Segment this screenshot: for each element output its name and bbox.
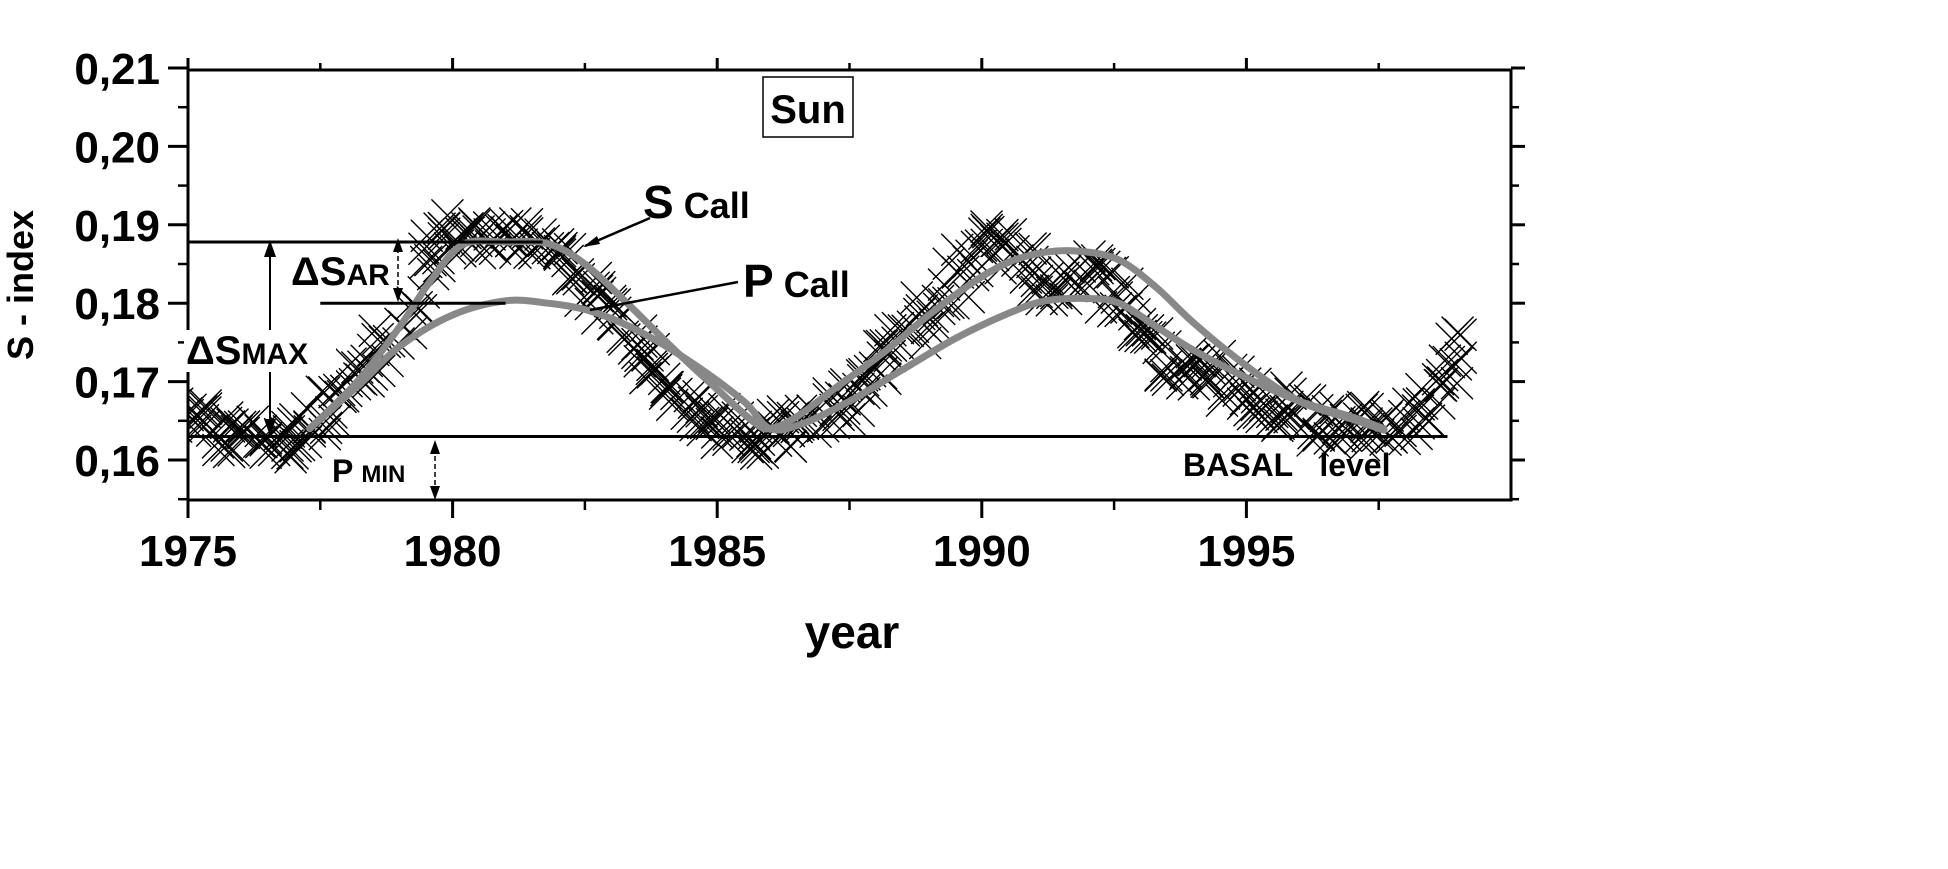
delta-smax-arrowhead-up xyxy=(264,240,276,257)
observation-point xyxy=(1151,335,1209,397)
s-call-label: S Call xyxy=(643,176,750,228)
delta-sar-arrowhead-up xyxy=(393,238,403,252)
chart-title: Sun xyxy=(770,88,846,132)
y-tick-label: 0,19 xyxy=(74,202,160,251)
y-tick-label: 0,16 xyxy=(74,437,160,486)
y-tick-label: 0,21 xyxy=(74,45,160,94)
y-tick-label: 0,20 xyxy=(74,123,160,172)
p-min-label: P MIN xyxy=(332,453,405,489)
delta-smax-label-bg xyxy=(184,330,336,372)
y-axis-label: S - index xyxy=(0,210,41,360)
y-tick-label: 0,17 xyxy=(74,359,160,408)
s-call-arrowhead xyxy=(583,236,600,247)
observation-point xyxy=(1190,352,1246,410)
x-tick-label: 1990 xyxy=(933,527,1031,576)
title-box xyxy=(762,76,854,138)
observation-point xyxy=(1047,249,1099,305)
p-min-arrowhead-up xyxy=(430,440,440,454)
x-tick-label: 1995 xyxy=(1197,527,1295,576)
x-tick-label: 1980 xyxy=(404,527,502,576)
p-call-label: P Call xyxy=(743,255,850,307)
x-axis-label: year xyxy=(805,606,900,658)
delta-sar-arrowhead-down xyxy=(393,288,403,302)
reference-lines xyxy=(188,240,1448,438)
x-tick-label: 1985 xyxy=(668,527,766,576)
observation-point xyxy=(188,389,223,448)
p-min-arrowhead-down xyxy=(430,486,440,500)
x-tick-label: 1975 xyxy=(139,527,237,576)
series-line-p-call xyxy=(306,294,1388,434)
delta-smax-label: ΔSMAX xyxy=(186,329,308,373)
p-call-pointer xyxy=(589,280,739,312)
delta-sar-label: ΔSAR xyxy=(291,250,390,294)
observation-point xyxy=(981,217,1028,285)
delta-smax-arrowhead-down xyxy=(264,419,276,436)
observation-point xyxy=(1432,316,1478,379)
observation-markers xyxy=(188,198,1478,474)
basal-level-label: BASAL level xyxy=(1183,447,1390,483)
y-tick-label: 0,18 xyxy=(74,280,160,329)
axes: 0,16 0,17 0,18 0,19 0,20 0,21 1975 1980 1985 1990… xyxy=(74,45,1525,576)
observation-point xyxy=(1391,386,1446,438)
